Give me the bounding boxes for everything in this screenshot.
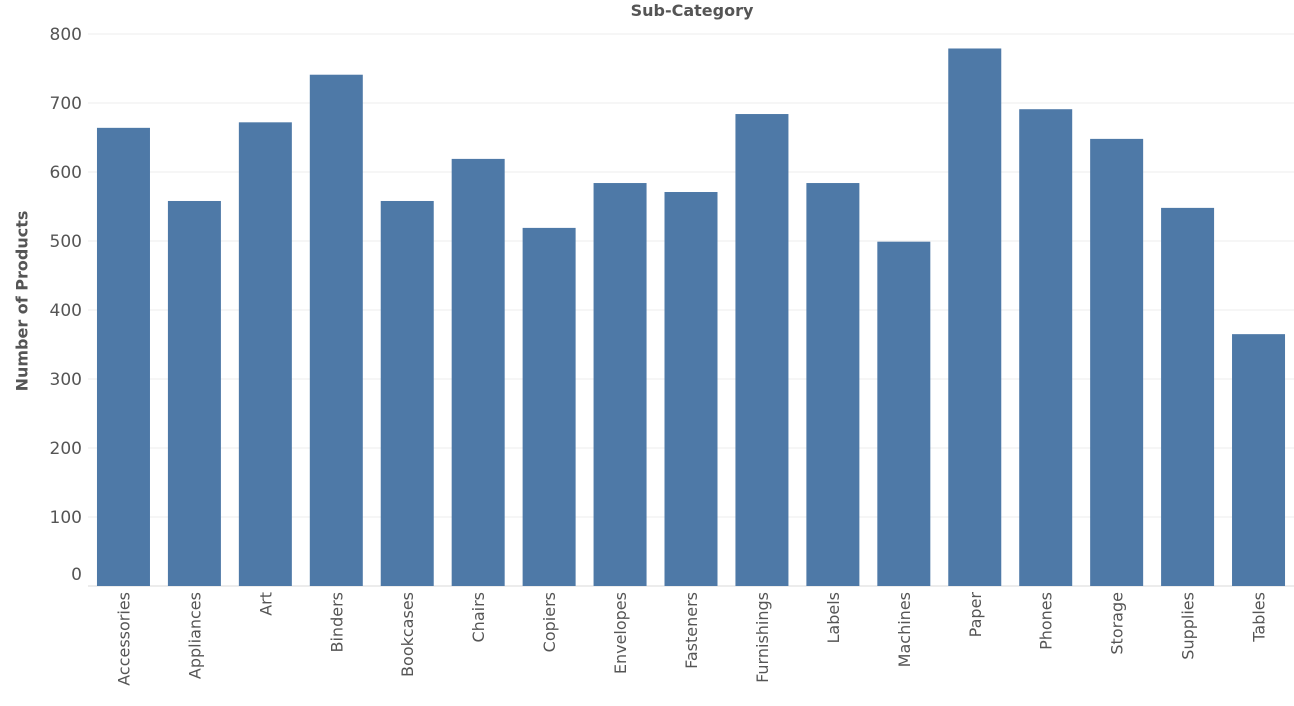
y-tick-label: 200 xyxy=(50,439,82,459)
bar-bookcases xyxy=(380,200,434,587)
bar-tables xyxy=(1232,334,1286,586)
bar-paper xyxy=(948,48,1002,587)
y-tick-label: 800 xyxy=(50,25,82,45)
x-tick-label: Paper xyxy=(966,592,985,638)
x-tick-label: Bookcases xyxy=(398,592,417,677)
x-tick-label: Envelopes xyxy=(611,592,630,674)
x-tick-label: Machines xyxy=(895,592,914,667)
y-tick-label: 0 xyxy=(71,565,82,585)
x-tick-label: Fasteners xyxy=(682,592,701,669)
y-tick-label: 700 xyxy=(50,94,82,114)
y-tick-label: 400 xyxy=(50,301,82,321)
bar-copiers xyxy=(522,227,576,586)
x-tick-label: Binders xyxy=(327,592,346,652)
x-tick-label: Storage xyxy=(1108,592,1127,655)
bar-appliances xyxy=(167,200,221,587)
x-tick-label: Art xyxy=(256,592,275,616)
bar-labels xyxy=(806,183,860,587)
bar-phones xyxy=(1019,109,1073,587)
x-tick-label: Labels xyxy=(824,592,843,644)
y-tick-label: 100 xyxy=(50,508,82,528)
y-tick-label: 500 xyxy=(50,232,82,252)
x-tick-label: Furnishings xyxy=(753,592,772,683)
bar-supplies xyxy=(1161,207,1215,586)
y-tick-label: 300 xyxy=(50,370,82,390)
x-tick-label: Appliances xyxy=(185,592,204,679)
bar-accessories xyxy=(96,127,150,586)
x-tick-label: Accessories xyxy=(114,592,133,686)
x-tick-label: Phones xyxy=(1037,592,1056,650)
bars xyxy=(96,48,1286,587)
bar-envelopes xyxy=(593,183,647,587)
x-axis-ticks: Accessories Appliances Art Binders Bookcases… xyxy=(114,592,1268,686)
bar-chairs xyxy=(451,158,505,586)
x-tick-label: Tables xyxy=(1250,592,1269,643)
x-tick-label: Copiers xyxy=(540,592,559,652)
bar-machines xyxy=(877,241,931,586)
bar-furnishings xyxy=(735,114,789,586)
y-axis-ticks: 0 100 200 300 400 500 600 700 800 xyxy=(50,25,82,585)
bar-art xyxy=(238,122,292,586)
x-tick-label: Supplies xyxy=(1179,592,1198,660)
y-tick-label: 600 xyxy=(50,163,82,183)
x-tick-label: Chairs xyxy=(469,592,488,642)
chart-title: Sub-Category xyxy=(630,1,754,20)
bar-fasteners xyxy=(664,192,718,586)
bar-binders xyxy=(309,74,363,587)
bar-storage xyxy=(1090,138,1144,586)
